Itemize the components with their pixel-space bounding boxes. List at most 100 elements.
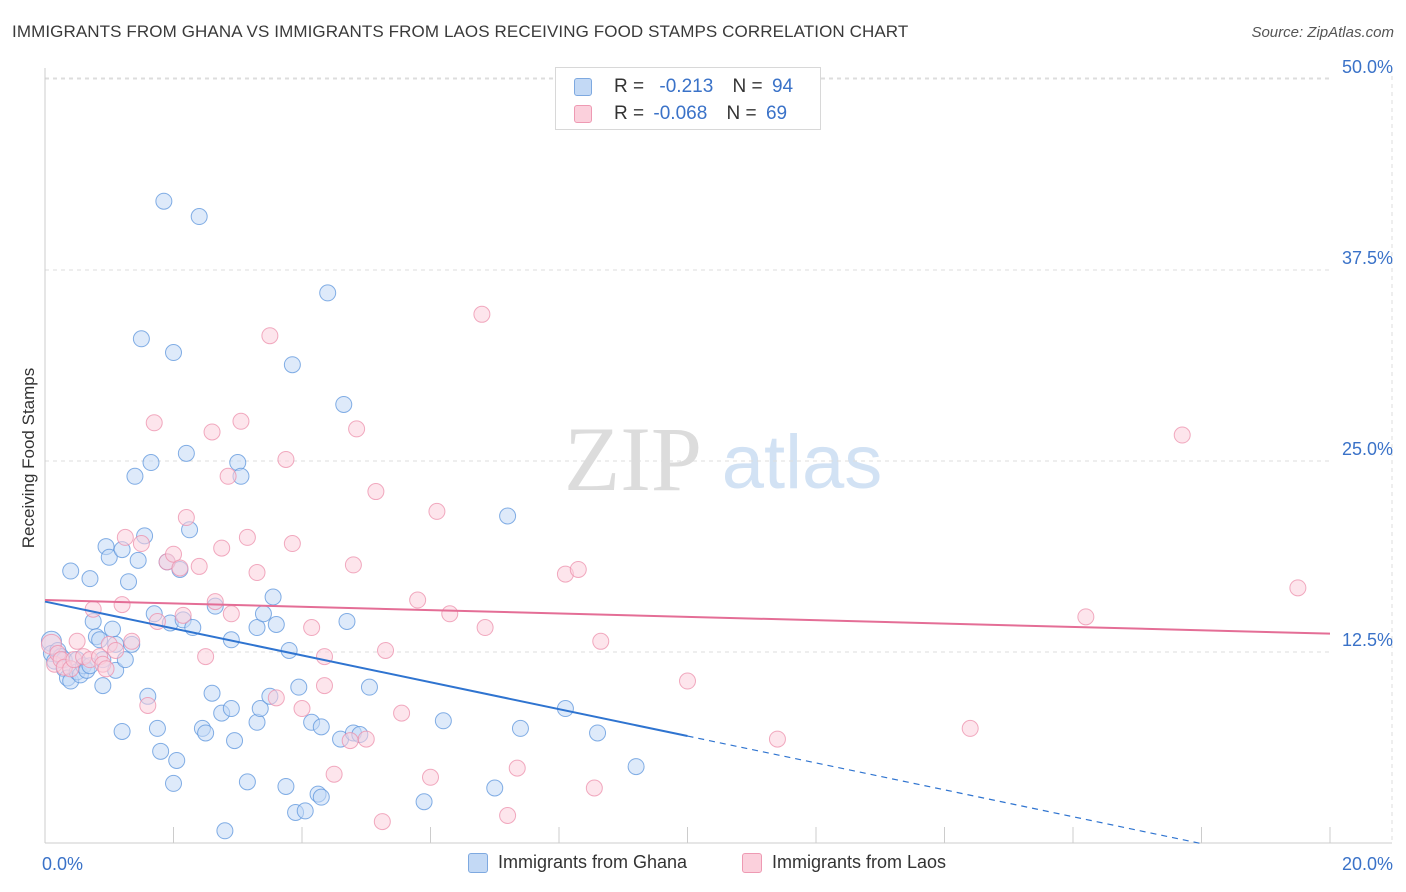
point-laos [315,677,333,695]
point-ghana [216,822,234,840]
point-laos [68,632,86,650]
legend-item-ghana[interactable]: Immigrants from Ghana [468,852,687,873]
trend-lines [44,599,1331,845]
point-laos [409,591,427,609]
point-laos [422,768,439,786]
point-laos [238,528,256,546]
point-laos [679,672,696,690]
point-ghana [486,779,504,797]
point-ghana [94,677,112,695]
point-ghana [296,802,314,820]
point-ghana [254,605,272,623]
point-ghana [81,570,99,588]
point-laos [174,606,192,624]
point-laos [261,327,279,345]
point-laos [113,596,131,614]
point-ghana [499,507,517,525]
point-laos [206,593,224,611]
point-laos [768,730,786,748]
legend-swatch-ghana [468,852,488,873]
point-ghana [203,684,221,702]
point-ghana [152,742,170,760]
point-laos [277,450,295,468]
point-ghana [267,615,285,633]
point-laos [373,813,391,831]
point-ghana [222,700,240,718]
point-ghana [277,777,295,795]
point-laos [283,535,301,553]
point-laos [145,414,163,432]
y-tick-label: 12.5% [1342,630,1393,650]
point-laos [107,641,125,659]
point-laos [357,730,375,748]
point-ghana [434,712,452,730]
n-label: N = [732,76,763,97]
point-ghana [238,773,256,791]
point-ghana [251,700,269,718]
y-tick-label: 25.0% [1342,439,1393,459]
point-ghana [155,192,173,210]
point-ghana [100,548,118,566]
n-value: 94 [771,76,794,97]
point-laos [165,545,182,563]
point-ghana [132,330,150,348]
point-ghana [319,284,337,302]
point-ghana [126,467,144,485]
point-ghana [103,620,121,638]
point-laos [499,806,517,824]
legend-label: Immigrants from Ghana [498,852,688,872]
point-laos [585,779,603,797]
point-ghana [62,562,80,580]
point-ghana [415,793,433,811]
trend-line-ghana [44,600,688,738]
watermark-zip: ZIP [564,408,702,510]
r-value: -0.068 [653,103,708,124]
n-label: N = [726,103,757,124]
point-ghana [280,641,298,659]
legend-label: Immigrants from Laos [772,852,947,872]
point-laos [84,600,102,618]
point-ghana [264,588,282,606]
point-laos [441,605,459,623]
point-laos [232,412,250,430]
axes [44,68,1392,844]
point-ghana [511,719,529,737]
source-label: Source: ZipAtlas.com [1251,24,1394,41]
point-laos [377,641,395,659]
point-laos [476,619,494,637]
point-laos [303,619,321,637]
point-ghana [312,718,330,736]
point-ghana [120,573,138,591]
point-laos [139,696,157,714]
point-laos [248,564,266,582]
stats-row-ghana: R = -0.213 N = 94 [574,74,794,100]
point-ghana [335,395,353,413]
r-label: R = [614,103,645,124]
r-value: -0.213 [659,76,714,97]
point-laos [367,483,385,501]
point-ghana [197,724,215,742]
laos-swatch [574,105,592,123]
point-laos [116,528,134,546]
stats-row-laos: R = -0.068 N = 69 [574,101,787,127]
point-laos [1173,426,1191,444]
point-laos [569,560,587,578]
legend-item-laos[interactable]: Immigrants from Laos [742,852,946,873]
watermark-atlas: atlas [722,420,883,505]
point-ghana [168,751,186,769]
chart-title: IMMIGRANTS FROM GHANA VS IMMIGRANTS FROM… [12,22,909,41]
point-ghana [360,678,378,696]
point-laos [1289,579,1307,597]
watermark: ZIP atlas [564,408,882,510]
gridlines [45,68,1393,843]
point-laos [171,559,189,577]
point-laos [132,535,150,553]
y-tick-label: 50.0% [1342,57,1393,77]
point-laos [341,732,359,750]
data-points [40,192,1307,840]
point-ghana [338,612,356,630]
point-ghana [290,678,308,696]
point-laos [393,704,411,722]
point-laos [213,539,231,557]
point-laos [592,632,610,650]
